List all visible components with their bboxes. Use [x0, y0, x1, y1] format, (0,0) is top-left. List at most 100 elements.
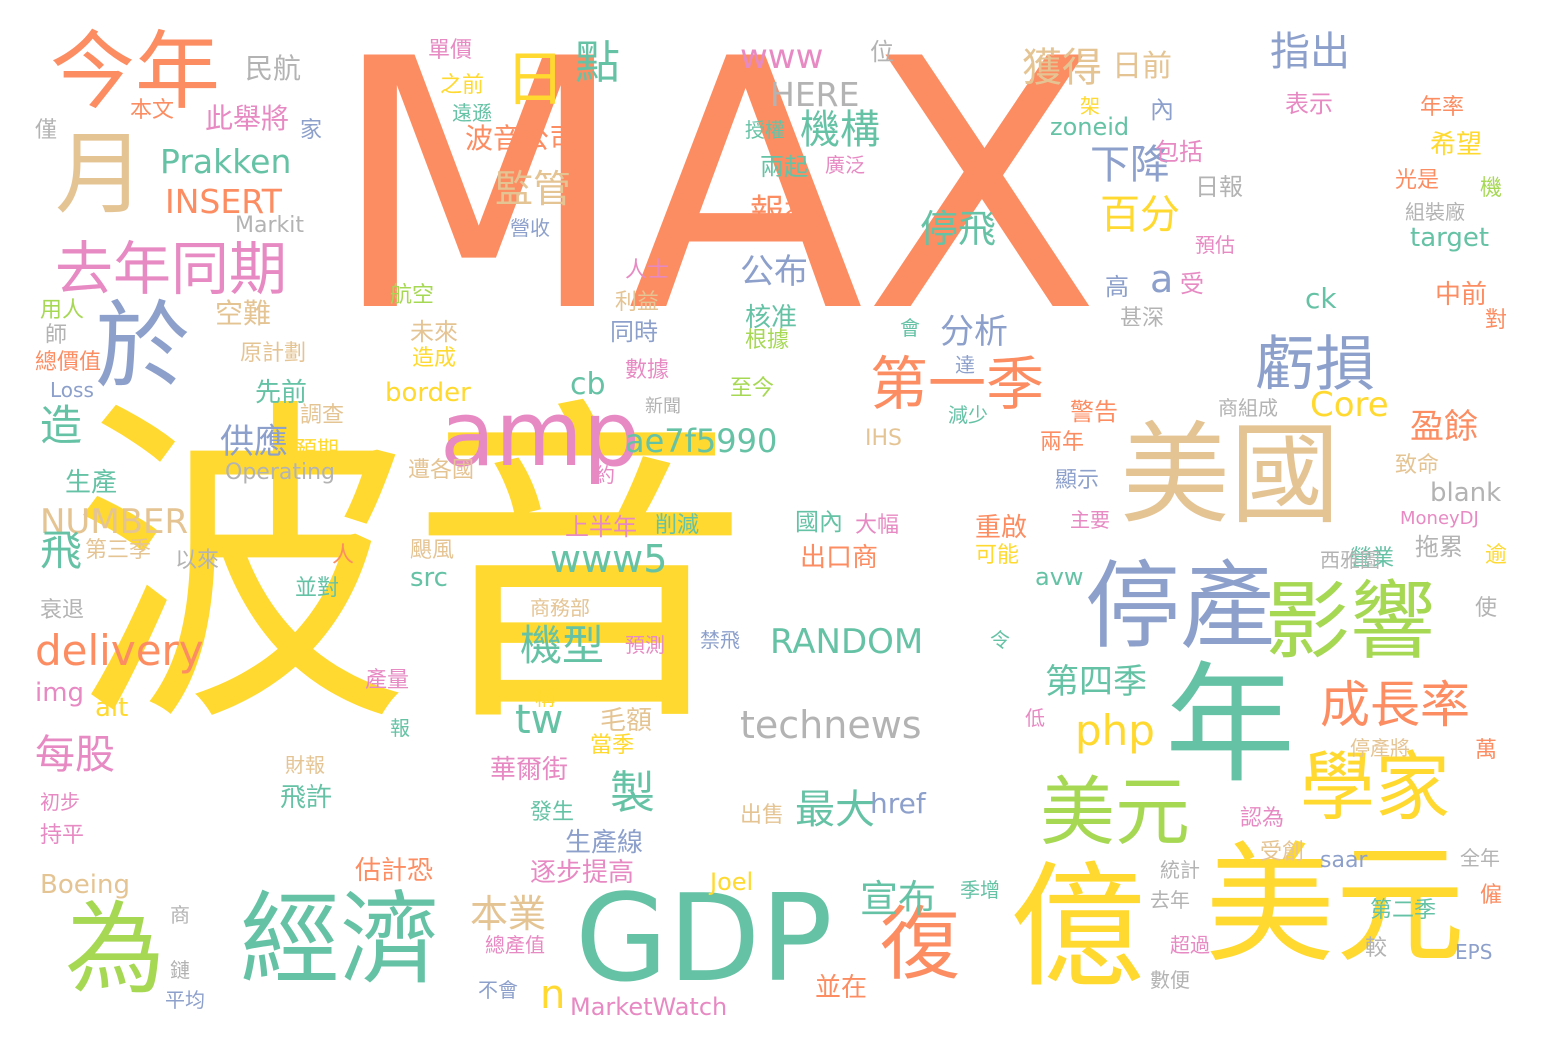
- word-139: 約: [595, 463, 615, 487]
- word-3: 億: [1010, 849, 1145, 1006]
- word-96: 授權: [745, 118, 785, 142]
- word-97: 包括: [1155, 138, 1203, 166]
- word-123: 造成: [412, 346, 457, 371]
- word-112: 受: [1180, 270, 1204, 298]
- word-ae7f5990: ae7f5990: [625, 422, 778, 460]
- word-178: 發生: [530, 800, 575, 825]
- word-196: 平均: [165, 988, 205, 1012]
- word-php: php: [1075, 706, 1155, 755]
- word-14: 今年: [50, 23, 221, 122]
- word-blank: blank: [1430, 478, 1502, 508]
- word-166: 稱: [535, 686, 555, 710]
- word-150: 人: [332, 543, 355, 568]
- word-39: 百分: [1100, 192, 1180, 238]
- word-115: 師: [45, 323, 68, 348]
- word-133: 減少: [948, 403, 988, 427]
- word-42: 停飛: [920, 207, 997, 251]
- word-181: 認為: [1240, 806, 1285, 831]
- word-number: NUMBER: [40, 502, 189, 542]
- word-171: 停產將: [1350, 736, 1410, 760]
- word-119: 根據: [745, 328, 790, 353]
- word-146: 重啟: [975, 513, 1028, 543]
- word-49: 機型: [520, 621, 605, 670]
- word-43: 公布: [740, 252, 808, 292]
- word-102: 日報: [1195, 173, 1243, 201]
- word-172: 萬: [1475, 738, 1498, 763]
- word-130: 商組成: [1218, 396, 1278, 420]
- word-zoneid: zoneid: [1050, 113, 1130, 141]
- word-138: 致命: [1395, 453, 1440, 478]
- word-tw: tw: [515, 697, 564, 743]
- word-160: 商務部: [530, 596, 590, 620]
- word-185: 逐步提高: [530, 858, 635, 888]
- word-58: 盈餘: [1410, 407, 1478, 447]
- word-127: 達: [955, 353, 975, 377]
- word-135: 預期: [295, 438, 340, 463]
- word-16: 於: [95, 292, 191, 402]
- word-128: 先前: [255, 378, 308, 408]
- word-192: 總產值: [485, 933, 545, 957]
- word-99: 兩起: [760, 153, 808, 181]
- word-40: 監管: [495, 167, 572, 211]
- word-cb: cb: [570, 367, 606, 402]
- word-87: 遠遜: [452, 101, 492, 125]
- word-avw: avw: [1035, 563, 1084, 591]
- word-149: 以來: [175, 548, 220, 573]
- word-17: 日: [505, 45, 565, 115]
- word-137: 遭各國: [408, 458, 475, 483]
- word-141: 生產: [65, 468, 118, 498]
- word-target: target: [1410, 223, 1490, 253]
- word-46: 造: [40, 401, 83, 450]
- word-188: 僱: [1480, 883, 1503, 908]
- word-167: 報: [390, 716, 410, 740]
- word-106: 預估: [1195, 233, 1235, 257]
- word-153: 可能: [975, 543, 1020, 568]
- word-21: 虧損: [1255, 330, 1375, 400]
- word-110: 空難: [215, 297, 272, 330]
- word-90: 表示: [1285, 90, 1333, 118]
- word-random: RANDOM: [770, 622, 924, 662]
- word-100: 廣泛: [825, 153, 865, 177]
- word-37: 指出: [1270, 29, 1350, 75]
- word-www: www: [740, 37, 824, 77]
- word-175: 飛許: [280, 783, 333, 813]
- word-187: 季增: [960, 878, 1000, 902]
- word-134: 警告: [1070, 398, 1118, 426]
- word-168: 低: [1025, 706, 1045, 730]
- word-saar: saar: [1320, 848, 1368, 873]
- word-120: 甚深: [1120, 306, 1165, 331]
- word-48: 每股: [35, 732, 115, 778]
- word-here: HERE: [770, 75, 860, 114]
- word-55: 宣布: [860, 877, 937, 921]
- word-107: 人士: [625, 258, 670, 283]
- word-118: 同時: [610, 318, 658, 346]
- word-www5: www5: [550, 537, 668, 581]
- word-176: 初步: [40, 790, 80, 814]
- word-53: 製: [610, 766, 656, 819]
- word-95: 僅: [35, 118, 58, 143]
- word-52: 第四季: [1045, 662, 1147, 702]
- word-164: 令: [990, 628, 1010, 652]
- word-92: 本文: [130, 98, 175, 123]
- word-2: 美國: [1120, 411, 1340, 539]
- word-technews: technews: [740, 703, 922, 747]
- word-197: 不會: [478, 978, 518, 1002]
- word-142: 上半年: [565, 513, 637, 541]
- word-84: 位: [870, 38, 894, 66]
- word-101: 營收: [510, 216, 550, 240]
- word-158: 並對: [295, 576, 340, 601]
- word-11: 學家: [1300, 743, 1451, 831]
- word-56: 本業: [470, 892, 547, 936]
- word-15: 月: [55, 122, 145, 227]
- word-markit: Markit: [235, 213, 304, 238]
- word-54: 最大: [795, 787, 875, 833]
- word-47: 飛: [40, 526, 83, 575]
- word-86: 之前: [440, 73, 485, 98]
- word-132: 調查: [300, 403, 345, 428]
- word-89: 內: [1150, 96, 1174, 124]
- word-129: 至今: [730, 376, 775, 401]
- word-operating: Operating: [225, 460, 335, 485]
- word-198: 並在: [815, 973, 868, 1003]
- word-121: 對: [1485, 308, 1508, 333]
